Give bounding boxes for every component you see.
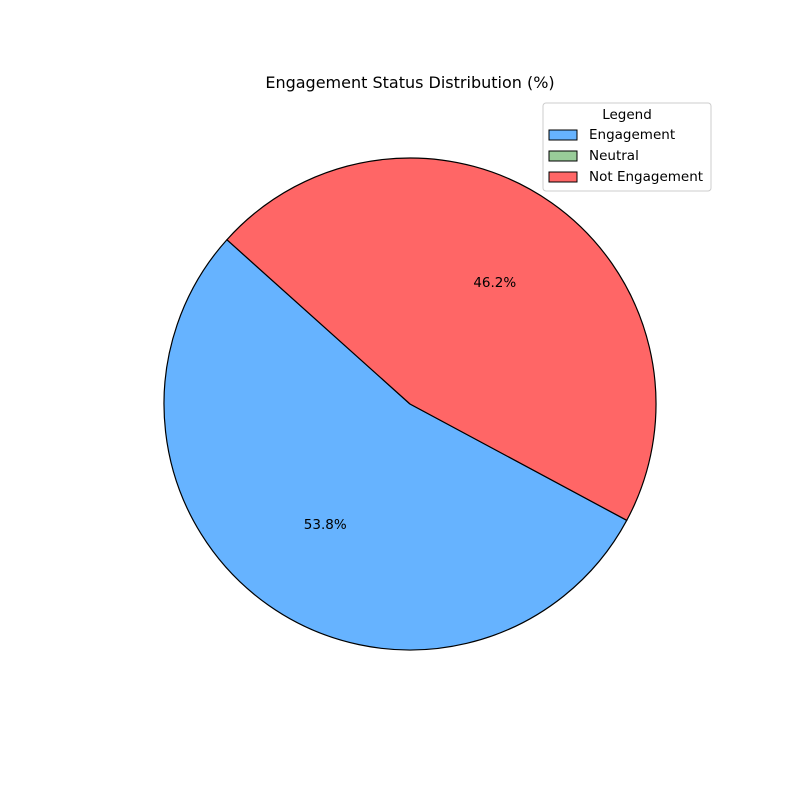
legend-label-engagement: Engagement (589, 127, 675, 143)
legend-label-not-engagement: Not Engagement (589, 169, 703, 185)
legend-frame (542, 102, 712, 192)
legend-title: Legend (602, 107, 652, 123)
pie-slice-not-engagement (226, 157, 657, 521)
pie-labels: 53.8% 46.2% (304, 275, 517, 533)
pie-slice-engagement (163, 239, 628, 651)
pie-label-not-engagement: 46.2% (473, 275, 516, 291)
legend: Legend Engagement Neutral Not Engagement (542, 102, 712, 192)
legend-swatch-neutral (548, 150, 578, 162)
legend-label-neutral: Neutral (589, 148, 639, 164)
chart-title: Engagement Status Distribution (%) (265, 73, 554, 92)
pie-label-engagement: 53.8% (304, 517, 347, 533)
legend-items: Engagement Neutral Not Engagement (548, 127, 703, 185)
legend-swatch-engagement (548, 129, 578, 141)
pie-slices (163, 157, 657, 651)
legend-swatch-not-engagement (548, 171, 578, 183)
